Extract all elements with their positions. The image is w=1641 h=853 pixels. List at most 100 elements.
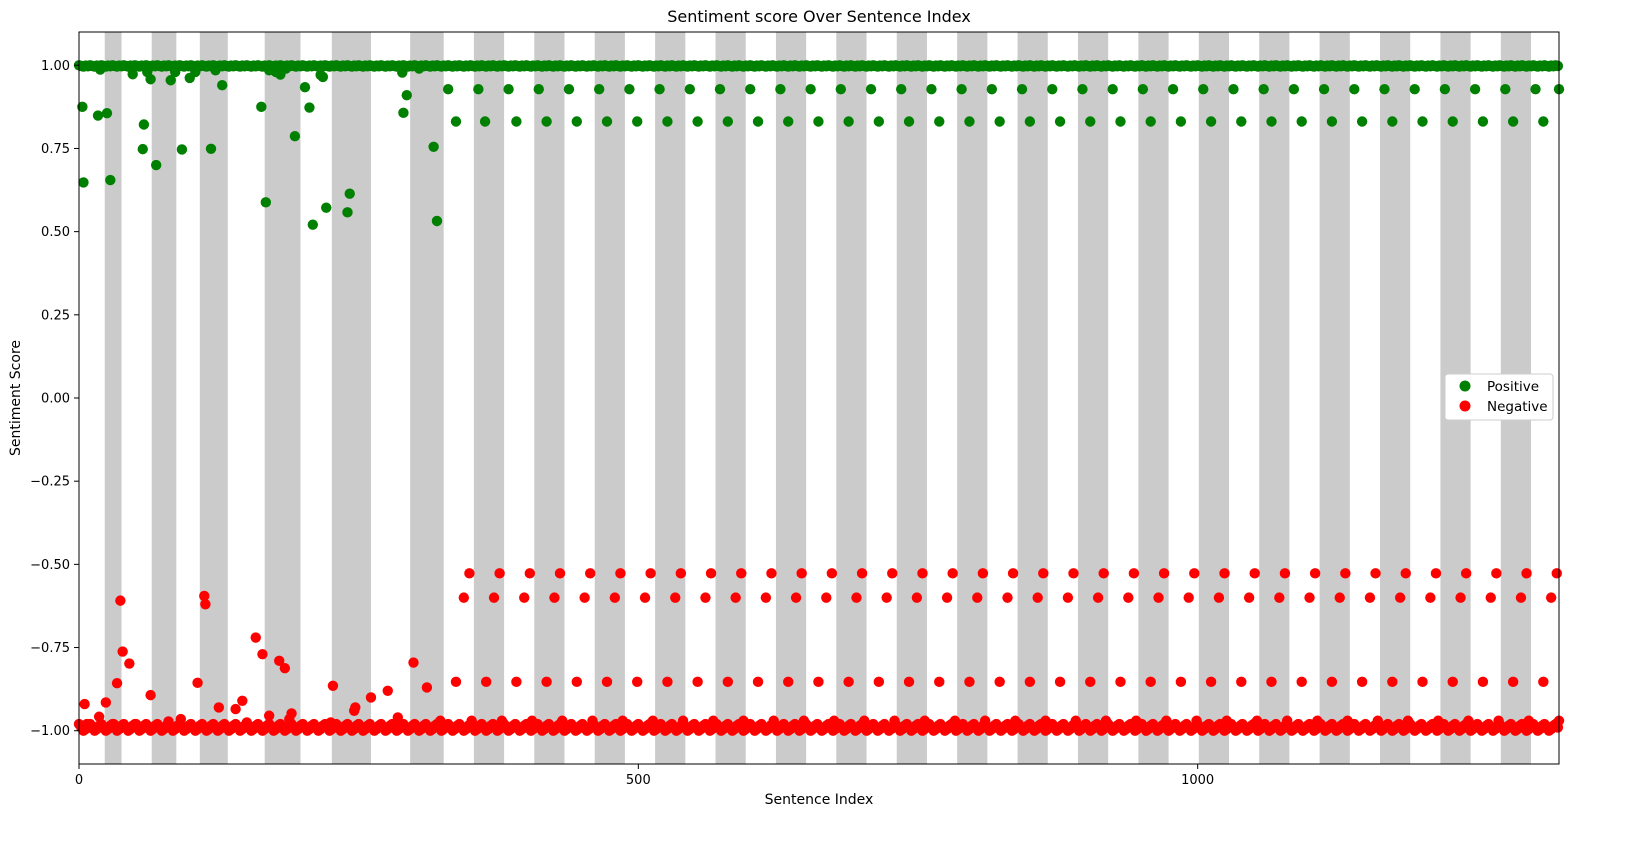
- positive-point: [813, 116, 824, 127]
- positive-point: [77, 101, 88, 113]
- positive-point: [479, 116, 491, 127]
- positive-point: [1447, 116, 1458, 127]
- positive-point: [1530, 84, 1541, 95]
- positive-point: [1236, 116, 1247, 127]
- shaded-regions: [104, 32, 1532, 764]
- negative-point: [199, 590, 210, 602]
- negative-point: [1024, 676, 1036, 688]
- shaded-region: [410, 32, 444, 764]
- y-axis-label: Sentiment Score: [8, 340, 24, 456]
- positive-point: [692, 116, 703, 127]
- negative-point: [1507, 676, 1519, 688]
- negative-point: [1100, 715, 1112, 726]
- negative-point: [601, 676, 613, 688]
- positive-point: [1318, 84, 1330, 95]
- shaded-region: [896, 32, 927, 764]
- negative-point: [450, 676, 462, 688]
- y-tick-label: −0.75: [30, 641, 70, 656]
- negative-point: [480, 676, 492, 688]
- positive-point: [503, 84, 514, 95]
- negative-point: [111, 677, 123, 689]
- negative-point: [826, 568, 838, 579]
- negative-point: [828, 715, 840, 726]
- data-points: [77, 63, 1565, 733]
- positive-point: [344, 188, 355, 199]
- negative-point: [821, 592, 832, 603]
- positive-point: [1228, 84, 1239, 95]
- negative-point: [760, 592, 772, 603]
- negative-point: [1070, 715, 1081, 726]
- positive-point: [1500, 84, 1511, 95]
- positive-point: [783, 116, 794, 127]
- negative-point: [1098, 568, 1109, 579]
- positive-point: [1198, 84, 1209, 95]
- negative-point: [327, 680, 339, 692]
- positive-point: [956, 84, 967, 95]
- positive-point: [1205, 116, 1217, 127]
- negative-point: [790, 592, 802, 603]
- x-tick-label: 0: [75, 773, 83, 788]
- negative-point: [1054, 676, 1066, 688]
- negative-point: [554, 568, 566, 579]
- negative-point: [617, 715, 628, 726]
- legend-box: [1444, 373, 1554, 421]
- negative-point: [464, 568, 475, 579]
- positive-point: [714, 84, 726, 95]
- positive-point: [1077, 84, 1088, 95]
- x-axis-label: Sentence Index: [765, 792, 874, 808]
- positive-point: [745, 84, 756, 95]
- negative-point: [84, 722, 96, 733]
- positive-point: [835, 84, 847, 95]
- positive-point: [431, 215, 443, 227]
- negative-point: [421, 682, 433, 693]
- positive-point: [571, 116, 583, 127]
- negative-point: [903, 676, 915, 688]
- negative-point: [1249, 568, 1260, 579]
- legend-label-positive: Positive: [1487, 379, 1539, 395]
- negative-point: [639, 592, 651, 603]
- negative-point: [705, 568, 717, 579]
- positive-point: [722, 116, 734, 127]
- negative-point: [873, 676, 885, 688]
- negative-point: [1460, 568, 1472, 579]
- positive-point: [1085, 116, 1096, 127]
- positive-point: [260, 197, 272, 208]
- negative-point: [645, 568, 656, 579]
- negative-point: [1279, 568, 1291, 579]
- positive-point: [805, 84, 816, 95]
- shaded-region: [1077, 32, 1109, 764]
- negative-point: [615, 568, 626, 579]
- positive-point: [78, 177, 89, 188]
- negative-point: [1312, 715, 1323, 726]
- negative-point: [585, 568, 596, 579]
- negative-point: [1342, 715, 1353, 726]
- positive-point: [1356, 116, 1368, 127]
- negative-point: [738, 715, 749, 726]
- negative-point: [1296, 676, 1307, 688]
- positive-point: [1379, 84, 1390, 95]
- negative-point: [994, 676, 1005, 688]
- positive-point: [137, 143, 148, 155]
- positive-point: [101, 107, 113, 119]
- negative-point: [1485, 592, 1496, 603]
- negative-point: [279, 662, 291, 674]
- negative-point: [813, 676, 824, 688]
- y-tick-label: 0.50: [41, 225, 70, 240]
- positive-point: [593, 84, 605, 95]
- positive-point: [1107, 84, 1118, 95]
- positive-point: [442, 84, 454, 95]
- shaded-region: [1017, 32, 1048, 764]
- negative-point: [1493, 715, 1504, 726]
- negative-point: [730, 592, 741, 603]
- negative-point: [496, 715, 508, 726]
- positive-point: [632, 116, 643, 127]
- positive-point: [473, 84, 484, 95]
- shaded-region: [534, 32, 565, 764]
- negative-point: [365, 692, 377, 703]
- positive-point: [654, 84, 665, 95]
- negative-point: [145, 689, 156, 701]
- positive-point: [1137, 84, 1149, 95]
- negative-point: [1123, 592, 1134, 603]
- negative-point: [947, 568, 958, 579]
- negative-point: [1130, 715, 1142, 726]
